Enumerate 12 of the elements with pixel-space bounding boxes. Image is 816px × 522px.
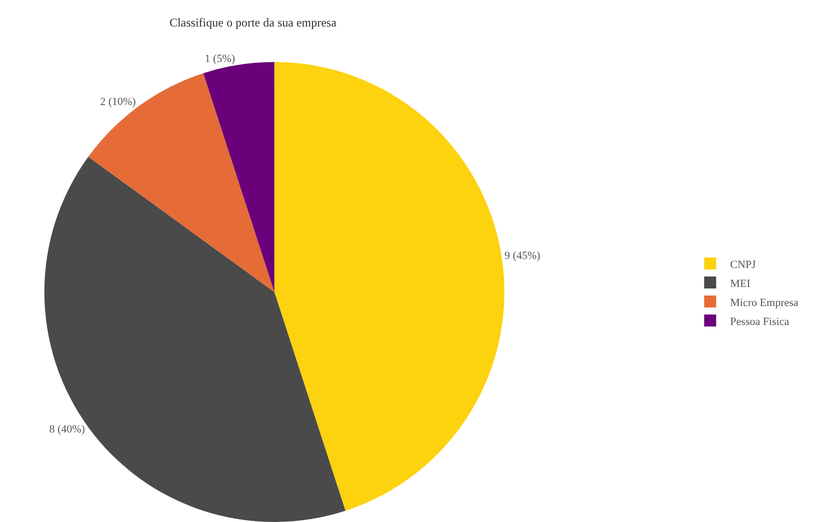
chart-title: Classifique o porte da sua empresa: [169, 16, 338, 30]
legend-label: CNPJ: [730, 258, 757, 271]
data-label: 1 (5%): [204, 52, 236, 65]
data-label: 9 (45%): [504, 250, 541, 262]
pie-slice: [88, 73, 274, 292]
pie-slice: [44, 156, 346, 522]
legend-label: Micro Empresa: [730, 296, 798, 309]
pie-slice: [274, 62, 504, 511]
data-label: 2 (10%): [100, 96, 136, 108]
legend-label: MEI: [730, 278, 751, 290]
data-label: 8 (40%): [49, 423, 86, 436]
legend-label: Pessoa Fisica: [730, 316, 790, 328]
